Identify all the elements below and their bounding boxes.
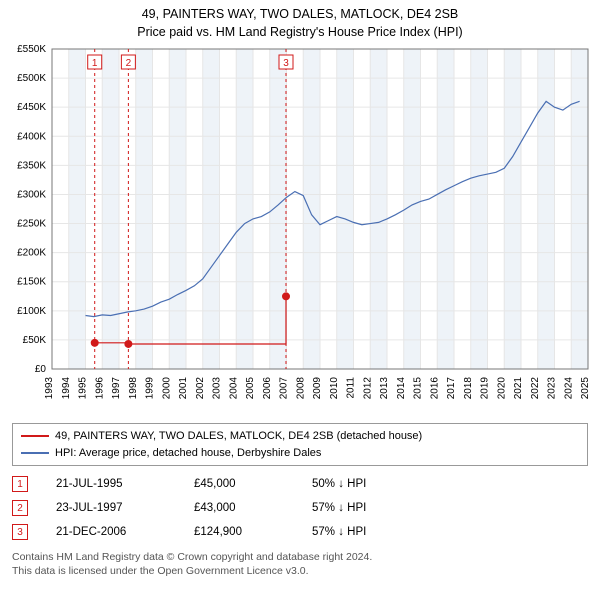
markers-table: 1 21-JUL-1995 £45,000 50% ↓ HPI 2 23-JUL-1997… <box>12 472 588 544</box>
svg-text:2023: 2023 <box>547 377 558 400</box>
marker-date: 23-JUL-1997 <box>56 502 166 514</box>
legend: 49, PAINTERS WAY, TWO DALES, MATLOCK, DE… <box>12 423 588 466</box>
svg-text:2025: 2025 <box>580 377 591 400</box>
svg-text:2004: 2004 <box>228 377 239 400</box>
svg-text:2003: 2003 <box>212 377 223 400</box>
svg-text:2016: 2016 <box>429 377 440 400</box>
svg-text:£550K: £550K <box>17 45 46 55</box>
svg-text:£500K: £500K <box>17 73 46 84</box>
svg-text:2021: 2021 <box>513 377 524 400</box>
marker-delta: 50% ↓ HPI <box>312 478 422 490</box>
svg-text:2010: 2010 <box>329 377 340 400</box>
svg-text:2002: 2002 <box>195 377 206 400</box>
svg-text:2015: 2015 <box>413 377 424 400</box>
svg-text:£450K: £450K <box>17 102 46 113</box>
footer-line1: Contains HM Land Registry data © Crown c… <box>12 550 588 564</box>
svg-text:£400K: £400K <box>17 131 46 142</box>
legend-label-price-paid: 49, PAINTERS WAY, TWO DALES, MATLOCK, DE… <box>55 428 422 445</box>
svg-text:3: 3 <box>283 58 289 69</box>
svg-text:1994: 1994 <box>61 377 72 400</box>
svg-text:2014: 2014 <box>396 377 407 400</box>
marker-price: £43,000 <box>194 502 284 514</box>
marker-delta: 57% ↓ HPI <box>312 502 422 514</box>
svg-text:2020: 2020 <box>496 377 507 400</box>
svg-text:£200K: £200K <box>17 248 46 259</box>
svg-text:2000: 2000 <box>161 377 172 400</box>
svg-text:£250K: £250K <box>17 219 46 230</box>
marker-number: 2 <box>12 500 28 516</box>
svg-text:2007: 2007 <box>279 377 290 400</box>
title-line2: Price paid vs. HM Land Registry's House … <box>8 24 592 42</box>
svg-text:£0: £0 <box>35 364 47 375</box>
svg-text:2012: 2012 <box>362 377 373 400</box>
marker-row: 1 21-JUL-1995 £45,000 50% ↓ HPI <box>12 472 588 496</box>
svg-text:£350K: £350K <box>17 160 46 171</box>
svg-text:1: 1 <box>92 58 98 69</box>
marker-row: 2 23-JUL-1997 £43,000 57% ↓ HPI <box>12 496 588 520</box>
svg-text:2006: 2006 <box>262 377 273 400</box>
svg-text:1995: 1995 <box>78 377 89 400</box>
svg-text:1998: 1998 <box>128 377 139 400</box>
attribution-footer: Contains HM Land Registry data © Crown c… <box>12 550 588 578</box>
svg-text:2013: 2013 <box>379 377 390 400</box>
svg-text:2011: 2011 <box>346 377 357 399</box>
svg-text:1999: 1999 <box>145 377 156 400</box>
legend-swatch-hpi <box>21 452 49 454</box>
marker-date: 21-JUL-1995 <box>56 478 166 490</box>
marker-price: £45,000 <box>194 478 284 490</box>
svg-text:£150K: £150K <box>17 277 46 288</box>
marker-delta: 57% ↓ HPI <box>312 526 422 538</box>
title-line1: 49, PAINTERS WAY, TWO DALES, MATLOCK, DE… <box>8 6 592 24</box>
price-vs-hpi-chart: £0 £50K £100K £150K £200K £250K £300K £350K £400… <box>8 45 592 415</box>
svg-text:2018: 2018 <box>463 377 474 400</box>
marker-date: 21-DEC-2006 <box>56 526 166 538</box>
svg-text:£50K: £50K <box>23 335 47 346</box>
marker-price: £124,900 <box>194 526 284 538</box>
marker-row: 3 21-DEC-2006 £124,900 57% ↓ HPI <box>12 520 588 544</box>
svg-text:2009: 2009 <box>312 377 323 400</box>
footer-line2: This data is licensed under the Open Gov… <box>12 564 588 578</box>
legend-swatch-price-paid <box>21 435 49 437</box>
marker-number: 1 <box>12 476 28 492</box>
svg-text:2005: 2005 <box>245 377 256 400</box>
svg-text:1993: 1993 <box>44 377 55 400</box>
svg-text:2001: 2001 <box>178 377 189 400</box>
svg-text:2017: 2017 <box>446 377 457 400</box>
svg-text:1997: 1997 <box>111 377 122 400</box>
svg-text:2019: 2019 <box>480 377 491 400</box>
svg-text:2022: 2022 <box>530 377 541 400</box>
svg-text:1996: 1996 <box>94 377 105 400</box>
svg-text:£100K: £100K <box>17 306 46 317</box>
marker-number: 3 <box>12 524 28 540</box>
svg-text:2: 2 <box>126 58 132 69</box>
svg-text:2024: 2024 <box>563 377 574 400</box>
svg-text:£300K: £300K <box>17 189 46 200</box>
svg-text:2008: 2008 <box>295 377 306 400</box>
legend-label-hpi: HPI: Average price, detached house, Derb… <box>55 445 321 462</box>
